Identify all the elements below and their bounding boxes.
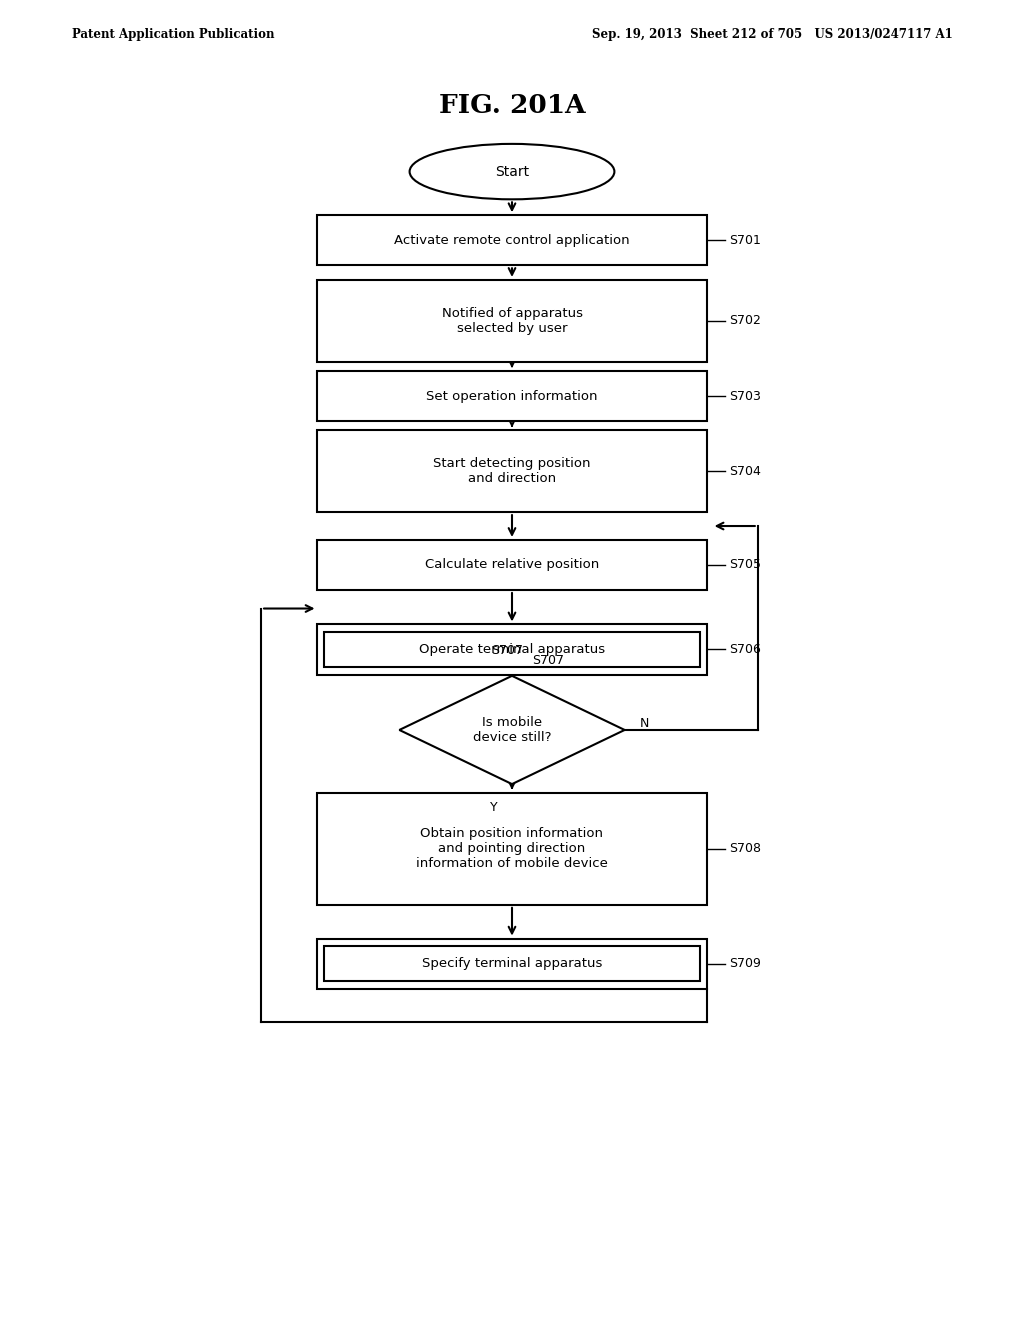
Text: Activate remote control application: Activate remote control application bbox=[394, 234, 630, 247]
FancyBboxPatch shape bbox=[317, 939, 707, 989]
Text: Notified of apparatus
selected by user: Notified of apparatus selected by user bbox=[441, 306, 583, 335]
Text: N: N bbox=[640, 717, 649, 730]
Text: Operate terminal apparatus: Operate terminal apparatus bbox=[419, 643, 605, 656]
Text: S703: S703 bbox=[729, 389, 761, 403]
Text: S701: S701 bbox=[729, 234, 761, 247]
Text: Specify terminal apparatus: Specify terminal apparatus bbox=[422, 957, 602, 970]
FancyBboxPatch shape bbox=[317, 792, 707, 906]
Text: S709: S709 bbox=[729, 957, 761, 970]
FancyBboxPatch shape bbox=[317, 540, 707, 590]
Text: S702: S702 bbox=[729, 314, 761, 327]
Text: S706: S706 bbox=[729, 643, 761, 656]
Text: Start: Start bbox=[495, 165, 529, 178]
FancyBboxPatch shape bbox=[317, 624, 707, 675]
Text: S708: S708 bbox=[729, 842, 761, 855]
Text: S707: S707 bbox=[492, 644, 523, 657]
Text: Patent Application Publication: Patent Application Publication bbox=[72, 28, 274, 41]
Text: Is mobile
device still?: Is mobile device still? bbox=[473, 715, 551, 744]
Text: Set operation information: Set operation information bbox=[426, 389, 598, 403]
Text: S707: S707 bbox=[532, 653, 564, 667]
Text: Start detecting position
and direction: Start detecting position and direction bbox=[433, 457, 591, 486]
Text: Calculate relative position: Calculate relative position bbox=[425, 558, 599, 572]
Text: S705: S705 bbox=[729, 558, 761, 572]
FancyBboxPatch shape bbox=[317, 371, 707, 421]
FancyBboxPatch shape bbox=[317, 430, 707, 512]
FancyBboxPatch shape bbox=[317, 280, 707, 362]
Text: Sep. 19, 2013  Sheet 212 of 705   US 2013/0247117 A1: Sep. 19, 2013 Sheet 212 of 705 US 2013/0… bbox=[592, 28, 952, 41]
Text: Y: Y bbox=[489, 801, 498, 814]
Text: S704: S704 bbox=[729, 465, 761, 478]
FancyBboxPatch shape bbox=[317, 215, 707, 265]
Ellipse shape bbox=[410, 144, 614, 199]
Polygon shape bbox=[399, 676, 625, 784]
Text: Obtain position information
and pointing direction
information of mobile device: Obtain position information and pointing… bbox=[416, 828, 608, 870]
Text: FIG. 201A: FIG. 201A bbox=[438, 94, 586, 117]
